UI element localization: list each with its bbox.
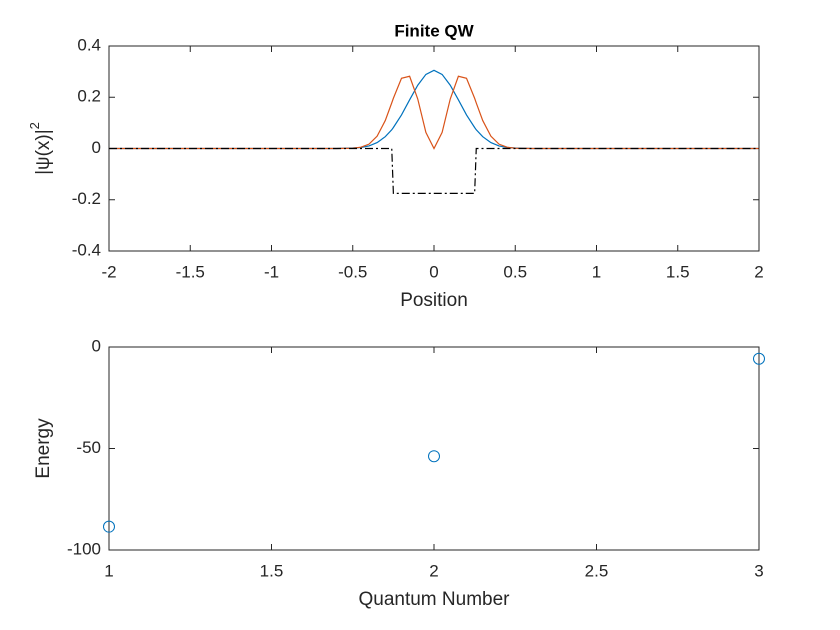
x-tick-label: 1 <box>592 262 601 281</box>
scatter-point <box>428 450 440 463</box>
x-axis-label: Quantum Number <box>358 589 510 610</box>
scatter-point <box>103 520 115 533</box>
y-tick-label: -0.4 <box>72 240 101 259</box>
x-tick-label: 2 <box>429 561 438 580</box>
x-tick-label: -1 <box>264 262 279 281</box>
x-tick-label: -1.5 <box>176 262 205 281</box>
y-axis-label-text: Energy <box>33 418 54 479</box>
x-tick-label: 0 <box>429 262 438 281</box>
chart-title: Finite QW <box>394 21 474 40</box>
line-series <box>109 75 759 150</box>
scatter-point <box>753 352 765 365</box>
x-tick-label: 0.5 <box>503 262 527 281</box>
line-series <box>109 147 759 194</box>
y-tick-label: -0.2 <box>72 189 101 208</box>
y-axis-label: |ψ(x)|2 <box>27 122 54 175</box>
x-tick-label: 2.5 <box>585 561 609 580</box>
x-tick-label: 2 <box>754 262 763 281</box>
x-tick-label: 1.5 <box>260 561 284 580</box>
x-axis-label: Position <box>400 290 468 311</box>
y-axis-label: Energy <box>33 418 54 479</box>
y-axis-label-text: |ψ(x)| <box>33 129 54 175</box>
x-tick-label: 1.5 <box>666 262 690 281</box>
x-tick-label: 3 <box>754 561 763 580</box>
line-series <box>109 69 759 150</box>
x-tick-label: -0.5 <box>338 262 367 281</box>
axes-box <box>108 346 760 551</box>
y-tick-label: -100 <box>67 539 101 558</box>
y-tick-label: 0.2 <box>77 87 101 106</box>
y-tick-label: 0 <box>92 138 101 157</box>
y-tick-label: -50 <box>76 438 101 457</box>
x-tick-label: -2 <box>101 262 116 281</box>
x-tick-label: 1 <box>104 561 113 580</box>
y-axis-label-sup: 2 <box>27 122 42 129</box>
y-tick-label: 0 <box>92 336 101 355</box>
y-tick-label: 0.4 <box>77 35 101 54</box>
